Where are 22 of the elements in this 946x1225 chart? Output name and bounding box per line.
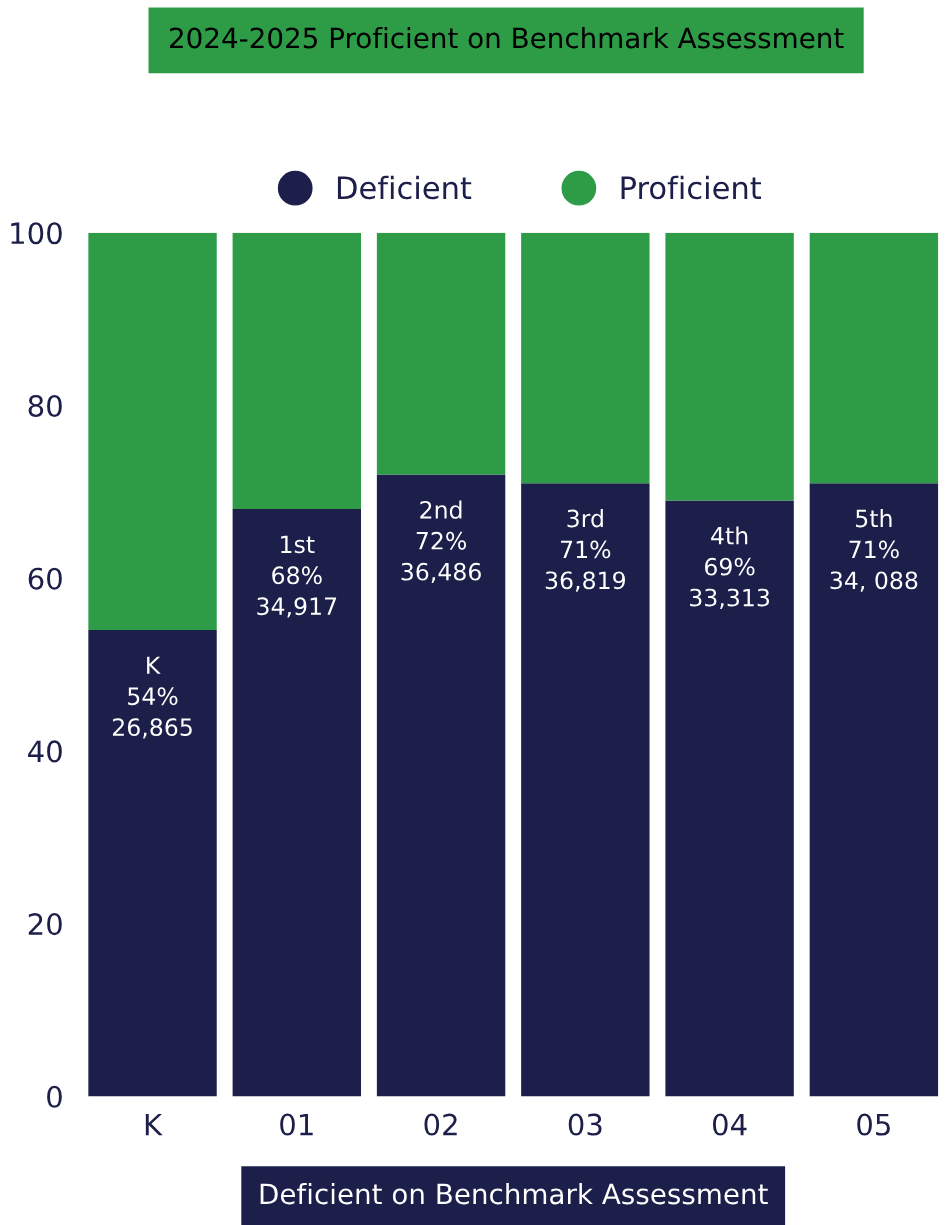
legend-label: Proficient — [621, 175, 762, 200]
y-tick-label: 100 — [11, 222, 62, 245]
y-tick-label: 80 — [28, 394, 62, 417]
data-label: 1st 68% 34,917 — [257, 535, 337, 618]
y-tick-label: 60 — [28, 567, 62, 590]
y-tick-label: 20 — [28, 913, 62, 936]
data-label: 2nd 72% 36,486 — [401, 500, 481, 584]
x-axis-title: Deficient on Benchmark Assessment — [260, 1182, 768, 1205]
data-label: 4th 69% 33,313 — [690, 526, 770, 609]
data-label: 5th 71% 34, 088 — [830, 509, 918, 592]
x-tick-label: 03 — [568, 1113, 602, 1136]
x-tick-label: 05 — [857, 1113, 890, 1136]
data-label: K 54% 26,865 — [112, 656, 192, 739]
chart-title: 2024-2025 Proficient on Benchmark Assessment — [170, 26, 844, 49]
x-tick-label: 01 — [280, 1113, 313, 1136]
x-tick-label: 04 — [712, 1113, 747, 1136]
x-tick-label: 02 — [424, 1113, 457, 1136]
legend-label: Deficient — [337, 175, 472, 200]
y-tick-label: 0 — [47, 1085, 62, 1108]
y-tick-label: 40 — [28, 740, 62, 763]
data-label: 3rd 71% 36,819 — [545, 509, 625, 592]
x-tick-label: K — [145, 1113, 163, 1136]
